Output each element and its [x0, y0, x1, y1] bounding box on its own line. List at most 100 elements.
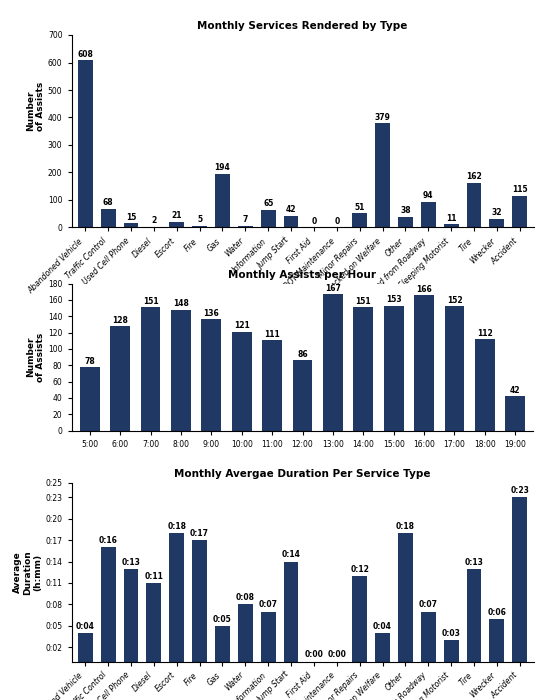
Text: 2: 2 — [151, 216, 156, 225]
Bar — [444, 307, 464, 430]
Bar — [232, 332, 251, 430]
X-axis label: Service Type: Service Type — [271, 317, 334, 326]
Text: 11: 11 — [446, 214, 456, 223]
Text: 0:00: 0:00 — [305, 650, 323, 659]
Text: 0:13: 0:13 — [465, 557, 483, 566]
Text: 0: 0 — [311, 217, 317, 226]
Text: 38: 38 — [400, 206, 411, 216]
Bar — [444, 225, 459, 228]
Bar — [124, 568, 139, 662]
Bar — [169, 222, 184, 228]
Bar — [124, 223, 139, 228]
Bar — [323, 294, 343, 430]
Bar — [352, 576, 367, 662]
Text: 94: 94 — [423, 191, 433, 200]
Bar — [414, 295, 434, 430]
Title: Monthly Services Rendered by Type: Monthly Services Rendered by Type — [197, 22, 408, 32]
Text: 65: 65 — [263, 199, 273, 208]
Bar — [201, 319, 221, 430]
Text: 86: 86 — [297, 350, 308, 359]
Text: 151: 151 — [355, 297, 371, 306]
Bar — [398, 217, 413, 228]
Text: 166: 166 — [416, 285, 432, 294]
Y-axis label: Number
of Assists: Number of Assists — [26, 332, 45, 382]
Title: Monthly Avergae Duration Per Service Type: Monthly Avergae Duration Per Service Typ… — [174, 470, 431, 480]
Bar — [375, 123, 390, 228]
Bar — [171, 309, 191, 430]
Bar — [421, 612, 436, 661]
Text: 15: 15 — [126, 213, 136, 222]
Text: 51: 51 — [355, 203, 365, 212]
Text: 379: 379 — [375, 113, 390, 122]
Bar — [215, 174, 230, 228]
Text: 0:03: 0:03 — [442, 629, 460, 638]
Bar — [192, 226, 207, 228]
Text: 0:18: 0:18 — [167, 522, 186, 531]
Text: 42: 42 — [286, 205, 296, 214]
Text: 115: 115 — [512, 186, 527, 194]
Bar — [78, 60, 92, 228]
Text: 0:23: 0:23 — [510, 486, 529, 495]
Bar — [466, 183, 481, 228]
Bar — [421, 202, 436, 228]
Text: 151: 151 — [142, 297, 158, 306]
Text: 0: 0 — [334, 217, 339, 226]
Bar — [261, 209, 276, 228]
Bar — [101, 547, 115, 661]
Bar — [384, 305, 404, 430]
Text: 111: 111 — [264, 330, 280, 339]
Bar — [262, 340, 282, 430]
Text: 112: 112 — [477, 329, 493, 338]
Bar — [398, 533, 413, 662]
Bar — [141, 307, 161, 430]
Title: Monthly Assists per Hour: Monthly Assists per Hour — [228, 270, 377, 280]
Bar — [284, 561, 299, 661]
Bar — [490, 218, 504, 228]
Bar — [215, 626, 230, 662]
Bar — [444, 640, 459, 662]
Text: 0:11: 0:11 — [145, 572, 163, 581]
Text: 68: 68 — [103, 198, 113, 207]
Bar — [475, 339, 495, 430]
Text: 608: 608 — [78, 50, 93, 59]
Text: 0:00: 0:00 — [327, 650, 346, 659]
Text: 167: 167 — [325, 284, 341, 293]
Y-axis label: Average
Duration
(h:mm): Average Duration (h:mm) — [13, 550, 42, 594]
Bar — [352, 214, 367, 228]
Text: 42: 42 — [510, 386, 520, 395]
Text: 78: 78 — [84, 356, 95, 365]
Text: 128: 128 — [112, 316, 128, 325]
Text: 0:14: 0:14 — [282, 550, 300, 559]
Bar — [261, 612, 276, 661]
Text: 0:12: 0:12 — [350, 565, 369, 574]
Text: 0:08: 0:08 — [236, 593, 255, 602]
Text: 21: 21 — [172, 211, 182, 220]
Bar — [110, 326, 130, 430]
Bar — [284, 216, 299, 228]
Bar — [78, 633, 92, 662]
Bar — [238, 604, 253, 662]
Bar — [101, 209, 115, 228]
Text: 7: 7 — [243, 215, 248, 224]
Text: 0:05: 0:05 — [213, 615, 232, 624]
Text: 153: 153 — [386, 295, 402, 304]
Text: 194: 194 — [214, 164, 230, 172]
Text: 0:16: 0:16 — [98, 536, 118, 545]
Bar — [146, 583, 161, 662]
Y-axis label: Number
of Assists: Number of Assists — [26, 82, 45, 132]
Bar — [513, 196, 527, 228]
Bar — [490, 619, 504, 661]
Bar — [169, 533, 184, 662]
Text: 0:13: 0:13 — [122, 557, 140, 566]
Text: 152: 152 — [447, 296, 463, 305]
Bar — [513, 497, 527, 662]
Bar — [293, 360, 312, 430]
Text: 5: 5 — [197, 216, 202, 225]
Text: 0:18: 0:18 — [396, 522, 415, 531]
Text: 148: 148 — [173, 300, 189, 309]
Text: 121: 121 — [234, 321, 250, 330]
Text: 0:04: 0:04 — [76, 622, 95, 631]
Bar — [354, 307, 373, 430]
Text: 0:17: 0:17 — [190, 529, 209, 538]
Text: 0:07: 0:07 — [419, 601, 438, 610]
